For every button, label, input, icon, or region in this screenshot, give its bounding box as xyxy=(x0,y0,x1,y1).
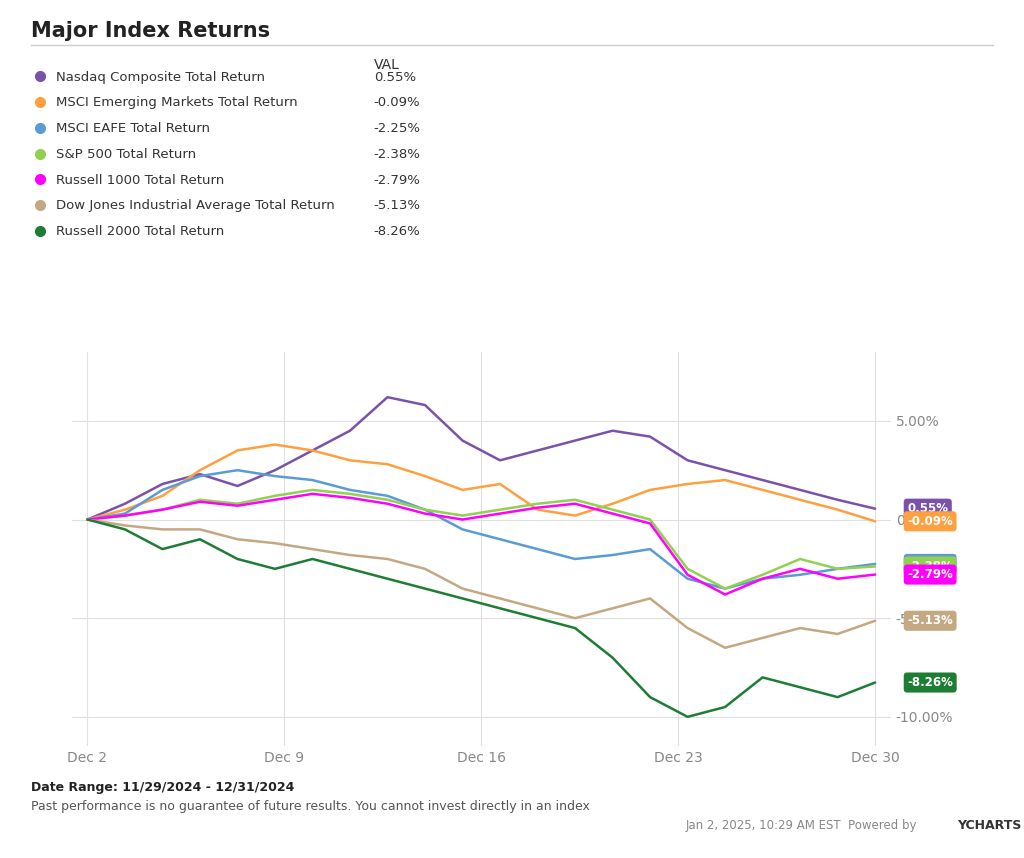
Text: Past performance is no guarantee of future results. You cannot invest directly i: Past performance is no guarantee of futu… xyxy=(31,800,590,813)
Text: -5.13%: -5.13% xyxy=(907,614,953,627)
Text: Jan 2, 2025, 10:29 AM EST  Powered by: Jan 2, 2025, 10:29 AM EST Powered by xyxy=(686,819,925,832)
Text: -2.25%: -2.25% xyxy=(907,558,953,571)
Text: -2.25%: -2.25% xyxy=(374,122,421,136)
Text: Russell 1000 Total Return: Russell 1000 Total Return xyxy=(56,173,224,187)
Text: -2.79%: -2.79% xyxy=(374,173,421,187)
Text: -2.38%: -2.38% xyxy=(374,148,421,161)
Text: -8.26%: -8.26% xyxy=(907,676,953,689)
Text: VAL: VAL xyxy=(374,58,399,72)
Text: MSCI Emerging Markets Total Return: MSCI Emerging Markets Total Return xyxy=(56,96,298,110)
Text: Date Range: 11/29/2024 - 12/31/2024: Date Range: 11/29/2024 - 12/31/2024 xyxy=(31,781,294,794)
Text: -2.38%: -2.38% xyxy=(907,560,953,573)
Text: YCHARTS: YCHARTS xyxy=(957,819,1022,832)
Text: 0.55%: 0.55% xyxy=(907,502,948,515)
Text: Russell 2000 Total Return: Russell 2000 Total Return xyxy=(56,225,224,239)
Text: Nasdaq Composite Total Return: Nasdaq Composite Total Return xyxy=(56,70,265,84)
Text: MSCI EAFE Total Return: MSCI EAFE Total Return xyxy=(56,122,210,136)
Text: -8.26%: -8.26% xyxy=(374,225,421,239)
Text: -2.79%: -2.79% xyxy=(907,568,953,581)
Text: Major Index Returns: Major Index Returns xyxy=(31,21,270,41)
Text: -5.13%: -5.13% xyxy=(374,199,421,213)
Text: -0.09%: -0.09% xyxy=(374,96,421,110)
Text: 0.55%: 0.55% xyxy=(374,70,416,84)
Text: -0.09%: -0.09% xyxy=(907,515,953,528)
Text: S&P 500 Total Return: S&P 500 Total Return xyxy=(56,148,197,161)
Text: Dow Jones Industrial Average Total Return: Dow Jones Industrial Average Total Retur… xyxy=(56,199,335,213)
